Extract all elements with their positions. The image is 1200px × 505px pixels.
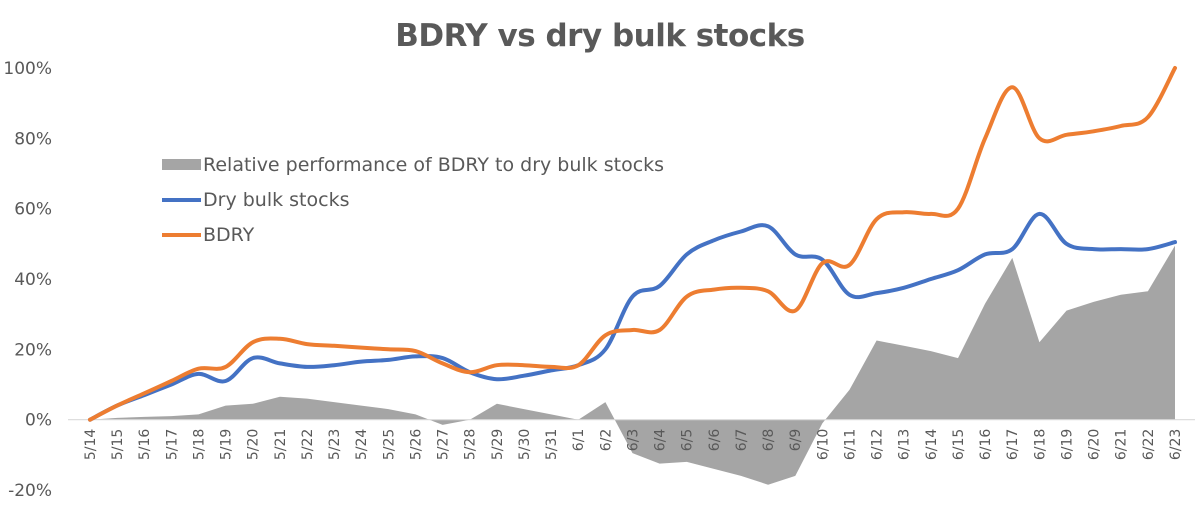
y-tick-label: 60% [14, 200, 52, 220]
x-tick-label: 5/17 [164, 429, 180, 460]
x-tick-label: 6/16 [978, 429, 994, 461]
x-tick-label: 6/12 [870, 429, 886, 460]
legend-item-bdry: BDRY [162, 217, 664, 252]
line-swatch-icon [162, 197, 201, 202]
x-tick-label: 6/15 [951, 429, 967, 460]
y-tick-label: 40% [14, 270, 52, 290]
x-tick-label: 5/26 [409, 429, 425, 461]
x-tick-label: 6/11 [843, 429, 859, 460]
x-tick-label: 5/28 [463, 429, 479, 460]
line-swatch-icon [162, 232, 201, 237]
x-tick-label: 5/18 [192, 429, 208, 460]
x-tick-label: 6/19 [1060, 429, 1076, 460]
x-tick-label: 6/1 [571, 429, 587, 452]
x-tick-label: 5/20 [246, 429, 262, 460]
legend-label: BDRY [203, 223, 255, 246]
legend-label: Relative performance of BDRY to dry bulk… [203, 153, 665, 176]
area-path [90, 245, 1175, 485]
chart-title: BDRY vs dry bulk stocks [395, 18, 805, 54]
x-tick-label: 6/17 [1005, 429, 1021, 460]
x-tick-label: 6/21 [1114, 429, 1130, 460]
x-tick-label: 6/3 [626, 429, 642, 452]
y-tick-label: 0% [25, 411, 52, 431]
x-tick-label: 5/30 [517, 429, 533, 460]
x-tick-label: 6/9 [788, 429, 804, 452]
bdry-line [88, 66, 1177, 422]
x-tick-label: 5/19 [219, 429, 235, 460]
x-tick-label: 5/27 [436, 429, 452, 460]
y-tick-label: 80% [14, 129, 52, 149]
x-tick-label: 6/14 [924, 429, 940, 461]
x-tick-label: 6/6 [707, 429, 723, 452]
y-axis-ticks: -20% 0% 20% 40% 60% 80% 100% [3, 59, 52, 501]
x-tick-label: 5/23 [327, 429, 343, 460]
x-tick-label: 5/22 [300, 429, 316, 460]
legend-item-relative: Relative performance of BDRY to dry bulk… [162, 147, 664, 182]
x-tick-label: 5/15 [110, 429, 126, 460]
x-tick-label: 6/2 [598, 429, 614, 452]
x-axis-ticks: 5/14 5/15 5/16 5/17 5/18 5/19 5/20 5/21 5/22 5/23… [83, 429, 1184, 461]
x-tick-label: 5/16 [137, 429, 153, 461]
x-tick-label: 5/29 [490, 429, 506, 460]
legend-item-dry-bulk: Dry bulk stocks [162, 182, 664, 217]
x-tick-label: 5/31 [544, 429, 560, 460]
x-tick-label: 6/13 [897, 429, 913, 460]
x-tick-label: 6/8 [761, 429, 777, 452]
x-tick-label: 5/25 [381, 429, 397, 460]
x-tick-label: 6/18 [1032, 429, 1048, 460]
x-tick-label: 5/21 [273, 429, 289, 460]
x-tick-label: 6/23 [1168, 429, 1184, 460]
relative-performance-area [90, 245, 1175, 485]
x-tick-label: 6/22 [1141, 429, 1157, 460]
y-tick-label: 100% [3, 59, 52, 79]
area-swatch-icon [162, 159, 201, 170]
dry-bulk-stocks-line [88, 211, 1177, 422]
legend: Relative performance of BDRY to dry bulk… [162, 147, 664, 252]
line-series [88, 66, 1177, 422]
x-tick-label: 6/10 [815, 429, 831, 460]
x-tick-label: 6/7 [734, 429, 750, 452]
x-tick-label: 6/20 [1087, 429, 1103, 460]
legend-label: Dry bulk stocks [203, 188, 350, 211]
x-tick-label: 6/5 [680, 429, 696, 452]
x-tick-label: 5/14 [83, 429, 99, 461]
x-tick-label: 5/24 [354, 429, 370, 461]
y-tick-label: 20% [14, 340, 52, 360]
y-tick-label: -20% [8, 481, 52, 501]
x-tick-label: 6/4 [653, 429, 669, 452]
